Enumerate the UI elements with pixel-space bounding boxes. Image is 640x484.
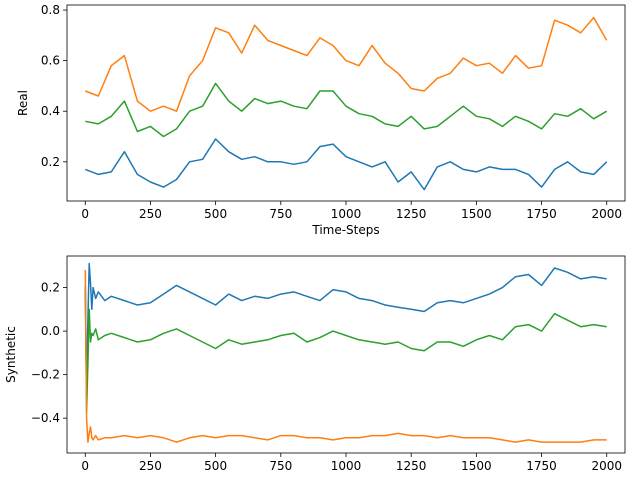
- series-group: [85, 16, 608, 191]
- series-line-1: [85, 16, 608, 112]
- y-tick-label: 0.6: [41, 54, 60, 68]
- x-tick-label: 1500: [461, 207, 492, 221]
- y-axis-label: Synthetic: [4, 326, 18, 383]
- x-tick-label: 1000: [331, 207, 362, 221]
- x-tick-label: 1000: [331, 459, 362, 473]
- x-tick-label: 0: [81, 207, 89, 221]
- series-line-3: [85, 138, 608, 191]
- x-tick-label: 1500: [461, 459, 492, 473]
- y-tick-label: 0.4: [41, 104, 60, 118]
- x-tick-label: 2000: [591, 459, 622, 473]
- x-tick-label: 250: [139, 207, 162, 221]
- x-tick-label: 2000: [591, 207, 622, 221]
- x-tick-label: 1750: [526, 459, 557, 473]
- y-tick-label: 0.2: [41, 155, 60, 169]
- axes-frame: [66, 4, 626, 202]
- y-tick-label: 0.2: [41, 281, 60, 295]
- y-tick-label: 0.0: [41, 324, 60, 338]
- series-line-1: [84, 262, 607, 398]
- x-tick-label: 0: [81, 459, 89, 473]
- x-tick-label: 500: [204, 459, 227, 473]
- x-axis-label: Time-Steps: [311, 223, 379, 237]
- y-tick-label: −0.2: [31, 368, 60, 382]
- series-group: [84, 262, 607, 443]
- chart-panel-2: 0 250 500 750 1000 1250 1500 1750 2000 −0.4 −0.2 0.…: [4, 255, 626, 473]
- x-tick-label: 1750: [526, 207, 557, 221]
- x-tick-label: 1250: [396, 459, 427, 473]
- x-tick-label: 750: [269, 459, 292, 473]
- x-tick-label: 750: [269, 207, 292, 221]
- series-line-3: [84, 270, 607, 443]
- series-line-2: [84, 287, 607, 413]
- x-tick-label: 250: [139, 459, 162, 473]
- x-tick-label: 500: [204, 207, 227, 221]
- x-tick-label: 1250: [396, 207, 427, 221]
- y-tick-label: −0.4: [31, 411, 60, 425]
- y-axis-label: Real: [16, 90, 30, 116]
- series-line-2: [85, 82, 608, 138]
- chart-panel-1: 0 250 500 750 1000 1250 1500 1750 2000 0.2 0.4 0.6 0…: [16, 3, 626, 237]
- y-tick-label: 0.8: [41, 3, 60, 17]
